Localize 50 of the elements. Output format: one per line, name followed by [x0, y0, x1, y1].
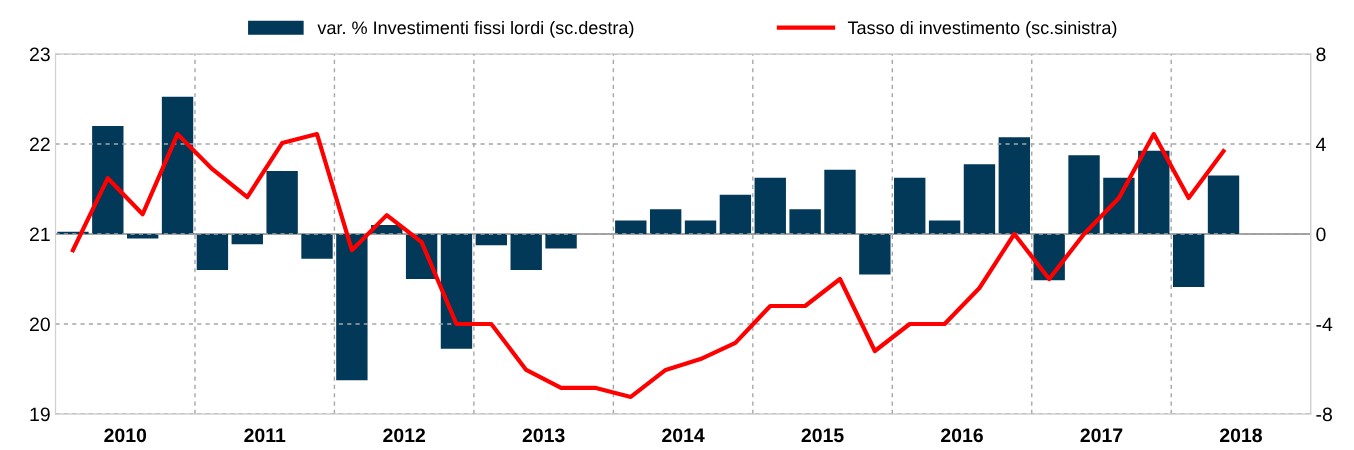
bar [859, 234, 891, 275]
bar [963, 164, 996, 234]
y-tick-label: 21 [30, 227, 50, 242]
x-tick-label: 2018 [1219, 428, 1262, 443]
x-tick-label: 2010 [104, 428, 147, 443]
y-tick-label: 23 [30, 47, 50, 62]
bar [1068, 155, 1100, 234]
y2-tick-label: -4 [1316, 317, 1333, 332]
bar [894, 177, 926, 234]
x-tick-label: 2013 [522, 428, 565, 443]
line-series [70, 132, 1226, 399]
y-tick-label: 20 [30, 317, 50, 332]
y2-tick-label: 0 [1316, 227, 1326, 242]
x-tick-label: 2015 [801, 428, 844, 443]
legend-label: var. % Investimenti fissi lordi (sc.destra) [317, 20, 634, 38]
y2-tick-label: 8 [1316, 47, 1326, 62]
x-tick-label: 2014 [662, 428, 705, 443]
bar [824, 169, 856, 234]
bar [196, 234, 229, 270]
bar [1138, 150, 1170, 234]
bar [754, 177, 786, 234]
bar [684, 220, 717, 234]
bar [161, 96, 194, 234]
bar [475, 234, 508, 246]
y2-tick-label: 4 [1315, 137, 1326, 152]
bar [126, 234, 159, 239]
bar [928, 220, 961, 234]
x-tick-label: 2016 [941, 428, 983, 443]
bar [545, 234, 577, 249]
y2-tick-label: -8 [1316, 407, 1332, 422]
bar [789, 209, 821, 234]
bar [998, 137, 1030, 234]
bar [266, 171, 298, 234]
x-tick-label: 2012 [383, 428, 426, 443]
bar [1207, 175, 1240, 234]
bar [92, 126, 124, 234]
legend-label: Tasso di investimento (sc.sinistra) [847, 20, 1117, 38]
bar [336, 234, 368, 381]
bar [301, 234, 333, 259]
bar [649, 209, 682, 234]
bar [719, 194, 752, 234]
bar [510, 234, 542, 270]
y-tick-label: 19 [30, 407, 50, 422]
bar [231, 234, 263, 245]
bar [615, 220, 647, 234]
x-tick-label: 2011 [244, 428, 286, 443]
y-tick-label: 22 [30, 137, 50, 152]
x-tick-label: 2017 [1080, 428, 1123, 443]
bar [1172, 234, 1205, 287]
bar [440, 234, 473, 349]
